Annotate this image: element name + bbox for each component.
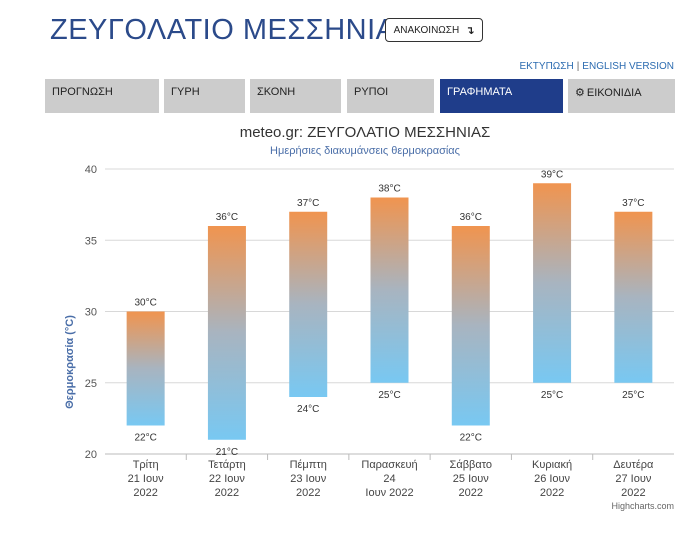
temperature-range-bar[interactable] xyxy=(451,226,490,426)
print-link[interactable]: ΕΚΤΥΠΩΣΗ xyxy=(519,61,574,72)
chart-svg: meteo.gr: ΖΕΥΓΟΛΑΤΙΟ ΜΕΣΣΗΝΙΑΣ Ημερήσιες… xyxy=(64,124,674,511)
tab-dust[interactable]: ΣΚΟΝΗ xyxy=(250,79,341,113)
low-temp-label: 21°C xyxy=(216,447,238,458)
y-tick-label: 40 xyxy=(85,164,97,176)
temperature-range-bar[interactable] xyxy=(207,226,246,440)
page-title: ΖΕΥΓΟΛΑΤΙΟ ΜΕΣΣΗΝΙΑΣ xyxy=(50,14,414,46)
chart-subtitle: Ημερήσιες διακυμάνσεις θερμοκρασίας xyxy=(270,145,460,157)
x-tick-label: 21 Ιουν xyxy=(128,473,164,485)
high-temp-label: 37°C xyxy=(622,198,644,209)
x-tick-label: Κυριακή xyxy=(532,459,572,471)
tab-label: ΕΙΚΟΝΙΔΙΑ xyxy=(586,87,642,99)
low-temp-label: 25°C xyxy=(622,390,644,401)
x-tick-label: 27 Ιουν xyxy=(615,473,651,485)
x-tick-label: Παρασκευή xyxy=(361,459,417,471)
x-tick-label: Πέμπτη xyxy=(290,459,327,471)
x-tick-label: 2022 xyxy=(296,487,320,499)
temperature-chart: meteo.gr: ΖΕΥΓΟΛΑΤΙΟ ΜΕΣΣΗΝΙΑΣ Ημερήσιες… xyxy=(0,118,684,534)
x-tick-label: Ιουν 2022 xyxy=(365,487,413,499)
tab-forecast[interactable]: ΠΡΟΓΝΩΣΗ xyxy=(45,79,159,113)
y-tick-label: 25 xyxy=(85,378,97,390)
x-tick-label: 2022 xyxy=(133,487,157,499)
tab-label: ΓΡΑΦΗΜΑΤΑ xyxy=(447,86,513,98)
x-tick-label: Τετάρτη xyxy=(208,459,246,471)
tab-pollutants[interactable]: ΡΥΠΟΙ xyxy=(347,79,434,113)
temperature-range-bar[interactable] xyxy=(614,211,653,383)
high-temp-label: 39°C xyxy=(541,169,563,180)
chart-title: meteo.gr: ΖΕΥΓΟΛΑΤΙΟ ΜΕΣΣΗΝΙΑΣ xyxy=(240,124,491,141)
gear-icon: ⚙ xyxy=(575,87,585,99)
high-temp-label: 36°C xyxy=(216,212,238,223)
temperature-range-bar[interactable] xyxy=(533,183,572,383)
x-tick-label: 2022 xyxy=(215,487,239,499)
x-tick-label: 23 Ιουν xyxy=(290,473,326,485)
tab-label: ΠΡΟΓΝΩΣΗ xyxy=(52,86,113,98)
tab-pollen[interactable]: ΓΥΡΗ xyxy=(164,79,245,113)
temperature-range-bar[interactable] xyxy=(289,211,328,397)
temperature-range-bar[interactable] xyxy=(370,197,409,383)
credits[interactable]: Highcharts.com xyxy=(611,501,674,511)
announcement-button[interactable]: ΑΝΑΚΟΙΝΩΣΗ ↴ xyxy=(385,18,483,42)
low-temp-label: 22°C xyxy=(460,433,482,444)
tab-label: ΣΚΟΝΗ xyxy=(257,86,296,98)
x-tick-label: 2022 xyxy=(540,487,564,499)
link-separator: | xyxy=(576,61,580,72)
top-links: ΕΚΤΥΠΩΣΗ | ENGLISH VERSION xyxy=(519,61,674,72)
low-temp-label: 24°C xyxy=(297,404,319,415)
x-tick-label: 22 Ιουν xyxy=(209,473,245,485)
high-temp-label: 36°C xyxy=(460,212,482,223)
high-temp-label: 30°C xyxy=(134,298,156,309)
tab-charts[interactable]: ΓΡΑΦΗΜΑΤΑ xyxy=(440,79,563,113)
x-tick-label: 24 xyxy=(383,473,395,485)
high-temp-label: 37°C xyxy=(297,198,319,209)
low-temp-label: 22°C xyxy=(134,433,156,444)
english-version-link[interactable]: ENGLISH VERSION xyxy=(582,61,674,72)
x-tick-label: Τρίτη xyxy=(133,459,159,471)
tab-label: ΓΥΡΗ xyxy=(171,86,200,98)
y-tick-label: 30 xyxy=(85,307,97,319)
y-tick-label: 35 xyxy=(85,235,97,247)
down-right-arrow-icon: ↴ xyxy=(465,24,475,37)
y-tick-label: 20 xyxy=(85,449,97,461)
nav-bar: ΠΡΟΓΝΩΣΗ ΓΥΡΗ ΣΚΟΝΗ ΡΥΠΟΙ ΓΡΑΦΗΜΑΤΑ ⚙ ΕΙΚ… xyxy=(45,79,675,113)
x-tick-label: 26 Ιουν xyxy=(534,473,570,485)
temperature-range-bar[interactable] xyxy=(126,311,165,426)
x-tick-label: 25 Ιουν xyxy=(453,473,489,485)
low-temp-label: 25°C xyxy=(541,390,563,401)
low-temp-label: 25°C xyxy=(378,390,400,401)
x-tick-label: 2022 xyxy=(459,487,483,499)
x-tick-label: Σάββατο xyxy=(450,459,492,471)
high-temp-label: 38°C xyxy=(378,184,400,195)
tab-widgets[interactable]: ⚙ ΕΙΚΟΝΙΔΙΑ xyxy=(568,79,675,113)
x-tick-label: Δευτέρα xyxy=(613,459,654,471)
x-tick-label: 2022 xyxy=(621,487,645,499)
tab-label: ΡΥΠΟΙ xyxy=(354,86,389,98)
y-axis-title: Θερμοκρασία (°C) xyxy=(64,315,76,409)
announcement-label: ΑΝΑΚΟΙΝΩΣΗ xyxy=(393,24,460,36)
